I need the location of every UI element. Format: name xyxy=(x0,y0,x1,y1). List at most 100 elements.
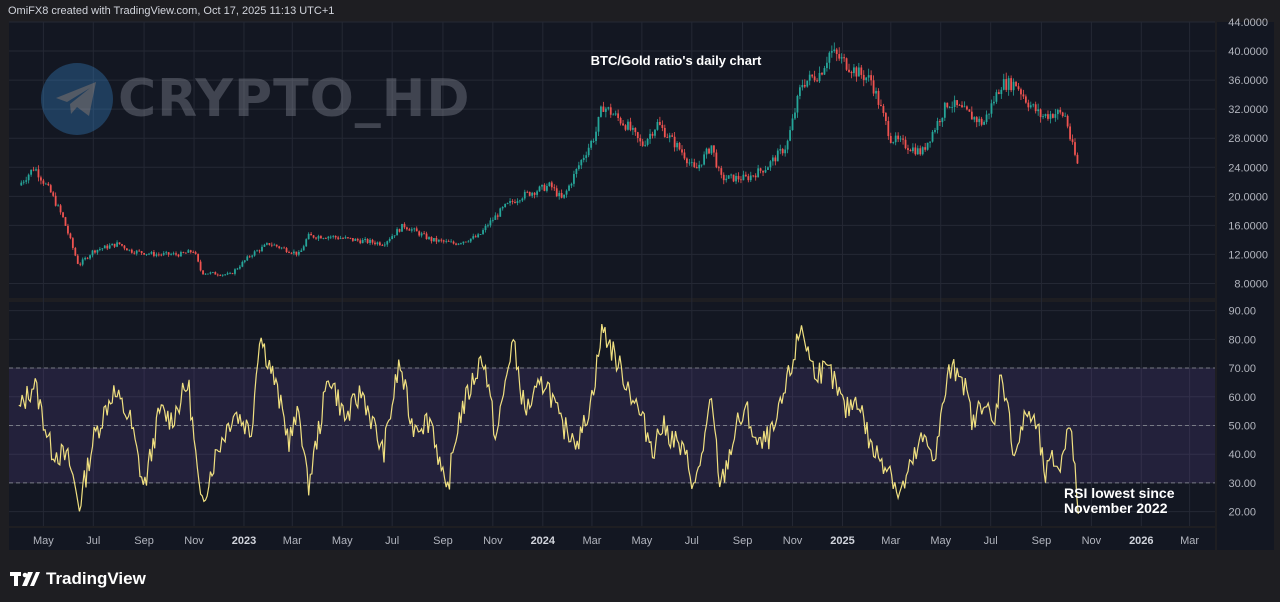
candle-body-199 xyxy=(509,201,511,203)
candle-body-411 xyxy=(1029,105,1032,108)
candle-body-184 xyxy=(472,236,475,239)
candle-body-308 xyxy=(776,150,779,162)
candle-body-79 xyxy=(214,272,217,275)
candle-body-15 xyxy=(57,205,60,207)
rsi-point-41 xyxy=(653,448,654,449)
candle-body-406 xyxy=(1017,86,1020,90)
candle-body-142 xyxy=(369,239,371,243)
candle-body-324 xyxy=(816,80,818,82)
candle-body-23 xyxy=(76,255,79,264)
price-tick-label-8: 12.0000 xyxy=(1228,249,1268,261)
candle-body-220 xyxy=(560,192,563,198)
candle-body-379 xyxy=(951,107,954,108)
candle-body-346 xyxy=(870,75,873,81)
brand-name: TradingView xyxy=(46,569,146,588)
candle-body-321 xyxy=(808,74,811,81)
candle-body-345 xyxy=(867,75,870,78)
candle-body-269 xyxy=(681,149,683,153)
candle-body-82 xyxy=(221,274,224,276)
candle-body-398 xyxy=(997,92,1000,95)
rsi-point-64 xyxy=(960,367,961,368)
time-tick-label-11: Mar xyxy=(582,535,601,547)
rsi-point-9 xyxy=(159,411,160,412)
candle-body-60 xyxy=(167,252,170,255)
rsi-point-15 xyxy=(251,431,252,432)
rsi-point-34 xyxy=(545,379,546,380)
candle-body-185 xyxy=(474,236,477,238)
candle-body-196 xyxy=(501,207,504,209)
candle-body-332 xyxy=(835,49,838,55)
candle-body-61 xyxy=(170,254,173,255)
candle-body-136 xyxy=(354,238,357,241)
candle-body-24 xyxy=(79,263,82,265)
candle-body-322 xyxy=(811,74,814,77)
candle-body-359 xyxy=(902,138,904,140)
candle-body-303 xyxy=(764,169,767,173)
rsi-point-37 xyxy=(591,396,592,397)
time-tick-label-12: May xyxy=(631,535,652,547)
candle-body-341 xyxy=(857,67,860,77)
candle-body-149 xyxy=(386,241,389,245)
candle-body-64 xyxy=(177,254,180,257)
time-tick-label-22: 2026 xyxy=(1129,535,1153,547)
tradingview-branding[interactable]: TradingView xyxy=(10,569,146,589)
candle-body-86 xyxy=(231,273,234,275)
rsi-point-45 xyxy=(695,488,696,489)
candle-body-78 xyxy=(211,272,214,273)
candle-body-95 xyxy=(253,251,256,256)
rsi-levels xyxy=(9,367,1215,484)
candle-body-157 xyxy=(406,227,408,230)
candle-body-225 xyxy=(573,174,575,184)
candle-body-179 xyxy=(460,243,462,245)
candle-body-1 xyxy=(22,181,25,183)
candle-body-315 xyxy=(794,112,796,119)
candle-body-234 xyxy=(595,131,597,141)
candle-body-71 xyxy=(194,252,197,254)
candle-body-77 xyxy=(209,272,212,274)
candle-body-158 xyxy=(408,229,411,231)
candle-body-258 xyxy=(654,129,656,136)
candle-body-114 xyxy=(300,250,303,252)
candle-body-317 xyxy=(799,87,801,96)
candle-body-130 xyxy=(339,238,342,239)
rsi-point-56 xyxy=(845,411,846,412)
candle-body-22 xyxy=(74,247,77,256)
candle-body-139 xyxy=(361,239,364,244)
candle-body-72 xyxy=(197,253,200,262)
candle-body-242 xyxy=(614,113,617,115)
candle-body-260 xyxy=(658,121,661,125)
candle-body-11 xyxy=(47,183,50,186)
candle-body-44 xyxy=(128,249,131,251)
candle-body-81 xyxy=(219,275,222,276)
candle-body-121 xyxy=(317,236,320,239)
rsi-axis-ticks: 90.00 80.00 70.00 60.00 50.00 40.00 30.00 20.00 xyxy=(1228,306,1256,519)
candle-body-221 xyxy=(563,194,566,198)
candle-body-126 xyxy=(329,236,332,238)
candle-body-39 xyxy=(116,242,118,247)
candle-body-336 xyxy=(845,58,848,70)
candle-body-331 xyxy=(833,49,836,52)
candle-body-313 xyxy=(789,130,791,141)
candle-body-263 xyxy=(666,137,669,138)
candle-body-9 xyxy=(42,180,45,184)
candle-body-180 xyxy=(462,241,465,244)
candle-body-257 xyxy=(651,133,654,136)
candle-body-215 xyxy=(548,182,551,187)
candle-body-51 xyxy=(145,253,148,255)
time-axis-bar xyxy=(9,528,1215,550)
candle-body-0 xyxy=(20,182,23,186)
chart-canvas[interactable]: 44.0000 40.0000 36.0000 32.0000 28.0000 24.00… xyxy=(0,0,1280,560)
time-tick-label-14: Sep xyxy=(733,535,753,547)
candle-body-94 xyxy=(251,255,254,257)
candle-body-113 xyxy=(297,251,300,255)
candle-body-90 xyxy=(241,261,244,267)
candle-body-387 xyxy=(970,111,973,120)
rsi-point-48 xyxy=(736,425,737,426)
candle-body-400 xyxy=(1002,79,1005,90)
candle-body-137 xyxy=(356,238,359,241)
candle-body-360 xyxy=(904,139,907,149)
time-tick-label-3: Nov xyxy=(184,535,204,547)
candle-body-5 xyxy=(32,169,35,171)
time-tick-label-21: Nov xyxy=(1082,535,1102,547)
candle-body-218 xyxy=(555,188,558,197)
